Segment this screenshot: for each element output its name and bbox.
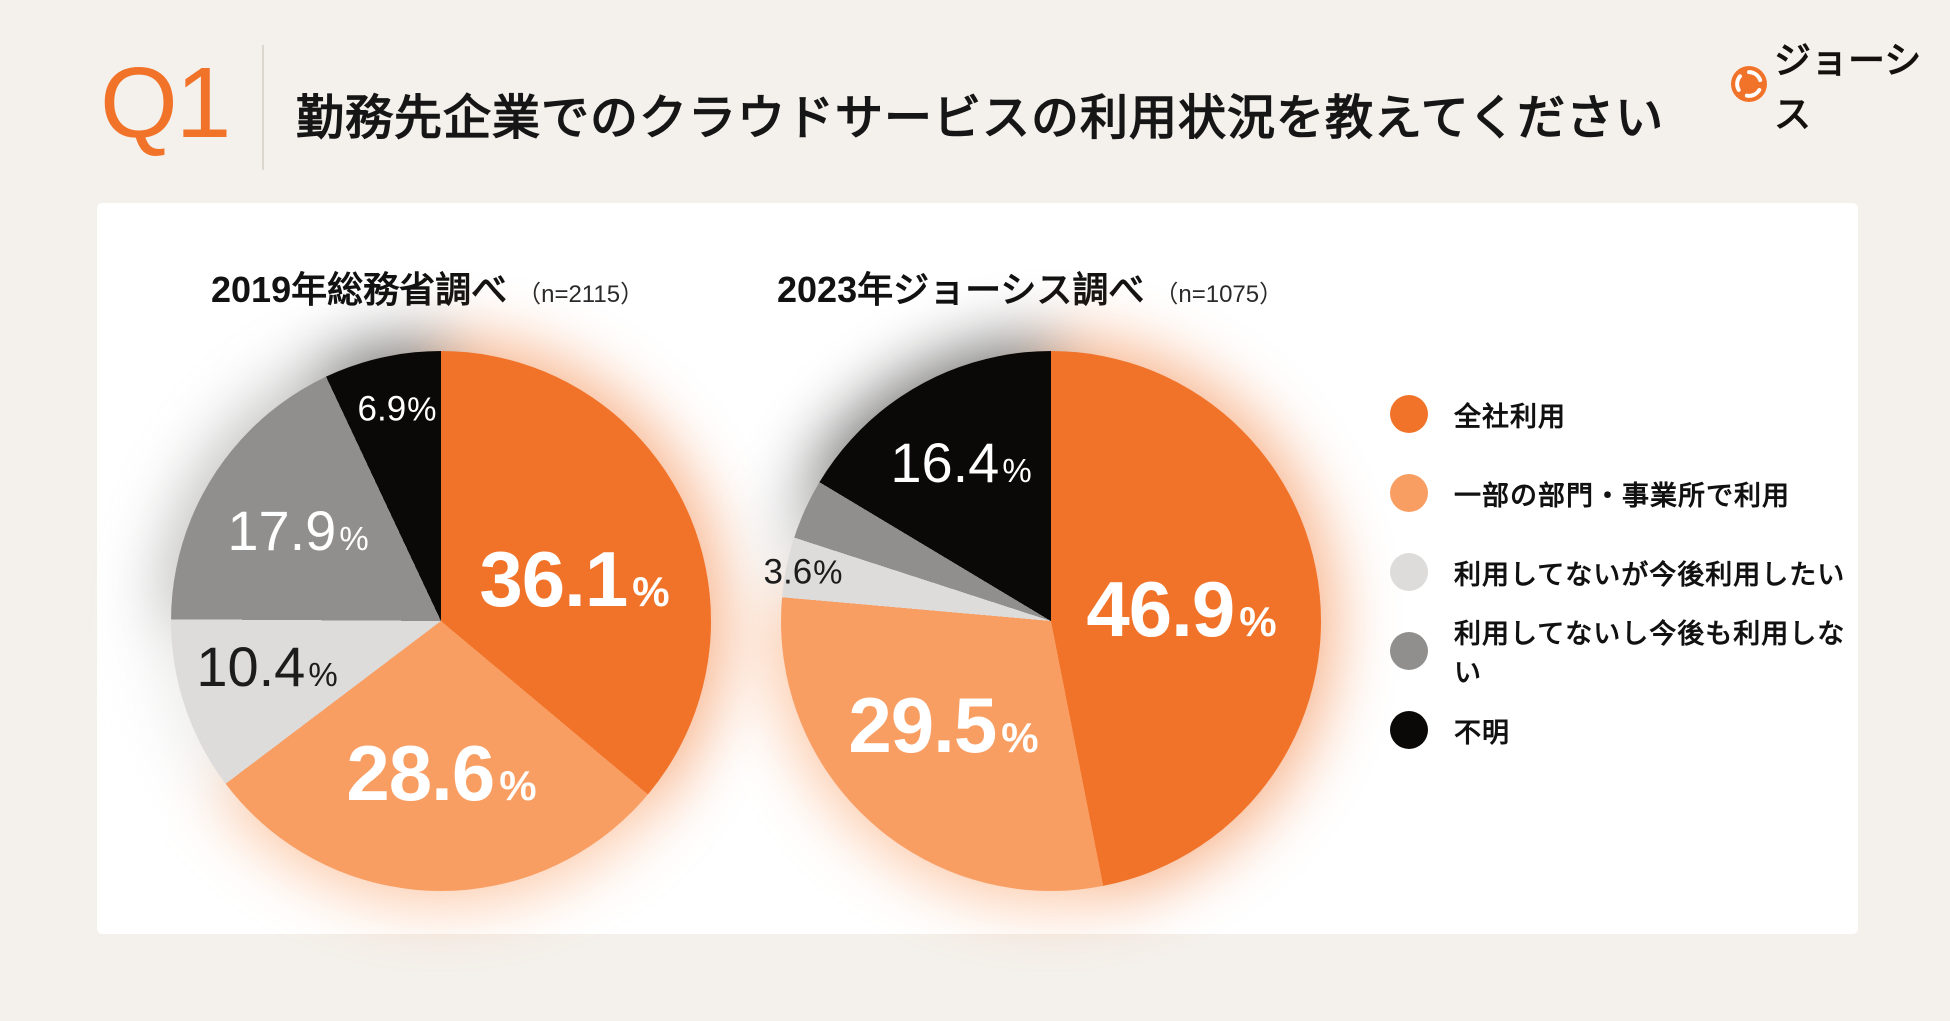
chart-title-text: 2019年総務省調べ <box>211 269 508 310</box>
chart-title-2023: 2023年ジョーシス調べ （n=1075） <box>777 261 1283 313</box>
p19-label-partial-use: 28.6% <box>346 729 536 817</box>
p19-label-no-future-use: 17.9% <box>227 499 369 562</box>
brand-logo: ジョーシス <box>1731 30 1950 138</box>
p19-label-want-future-use: 10.4% <box>196 635 338 698</box>
chart-card: 2019年総務省調べ （n=2115） 2023年ジョーシス調べ （n=1075… <box>97 203 1858 934</box>
p19-label-unknown: 6.9% <box>357 389 437 429</box>
legend-dot-gray <box>1390 632 1428 670</box>
chart-title-text: 2023年ジョーシス調べ <box>777 269 1145 310</box>
pie-chart-2019: 36.1% 28.6% 10.4% 17.9% 6.9% <box>157 337 725 905</box>
legend: 全社利用 一部の部門・事業所で利用 利用してないが今後利用したい 利用してないし… <box>1390 395 1858 749</box>
p19-label-company-wide-use: 36.1% <box>479 535 669 623</box>
legend-item-want-future-use: 利用してないが今後利用したい <box>1390 553 1858 591</box>
legend-dot-light-orange <box>1390 474 1428 512</box>
chart-title-2019: 2019年総務省調べ （n=2115） <box>211 261 644 313</box>
pie-chart-2023: 46.9% 29.5% 3.6% 16.4% <box>764 337 1335 905</box>
question-number: Q1 <box>100 47 231 159</box>
legend-item-company-wide-use: 全社利用 <box>1390 395 1858 433</box>
legend-dot-light-gray <box>1390 553 1428 591</box>
legend-dot-orange <box>1390 395 1428 433</box>
legend-item-partial-use: 一部の部門・事業所で利用 <box>1390 474 1858 512</box>
sample-size-label: （n=2115） <box>517 281 645 308</box>
p23-label-company-wide-use: 46.9% <box>1086 565 1276 653</box>
josys-swirl-icon <box>1731 66 1767 102</box>
brand-name: ジョーシス <box>1774 40 1922 135</box>
legend-dot-black <box>1390 711 1428 749</box>
p23-label-want-future-use: 3.6% <box>763 552 843 592</box>
legend-item-unknown: 不明 <box>1390 711 1858 749</box>
p23-label-partial-use: 29.5% <box>848 681 1038 769</box>
pie-2019 <box>171 351 711 891</box>
page-title: 勤務先企業でのクラウドサービスの利用状況を教えてください <box>296 92 1665 145</box>
legend-item-no-future-use: 利用してないし今後も利用しない <box>1390 619 1858 688</box>
header-divider <box>262 45 264 170</box>
sample-size-label: （n=1075） <box>1154 281 1284 308</box>
p23-label-unknown: 16.4% <box>890 431 1032 494</box>
pie-2023 <box>781 351 1321 891</box>
